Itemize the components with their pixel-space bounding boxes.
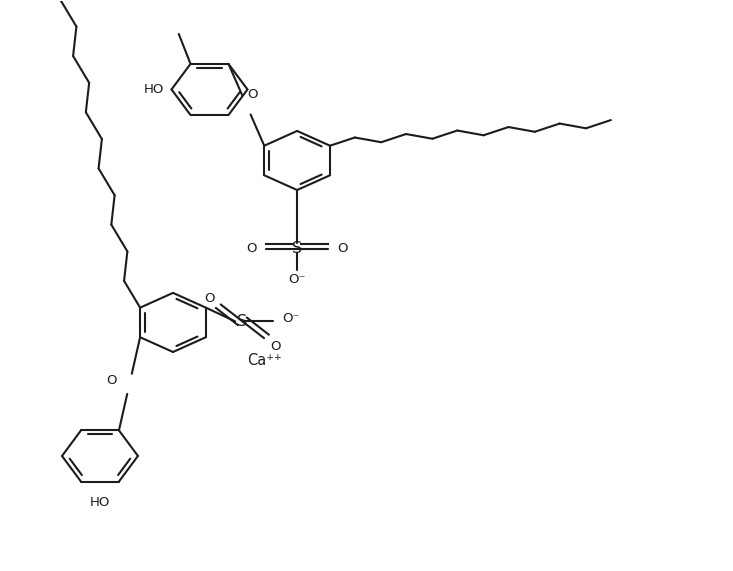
Text: O⁻: O⁻: [288, 274, 306, 286]
Text: Ca⁺⁺: Ca⁺⁺: [247, 353, 281, 368]
Text: O: O: [270, 340, 280, 353]
Text: O: O: [205, 292, 215, 305]
Text: HO: HO: [89, 496, 110, 509]
Text: S: S: [292, 241, 302, 256]
Text: O: O: [246, 242, 257, 255]
Text: O: O: [337, 242, 347, 255]
Text: O: O: [247, 88, 257, 101]
Text: O⁻: O⁻: [282, 312, 300, 325]
Text: S: S: [237, 314, 248, 329]
Text: O: O: [106, 375, 117, 388]
Text: HO: HO: [144, 83, 164, 96]
